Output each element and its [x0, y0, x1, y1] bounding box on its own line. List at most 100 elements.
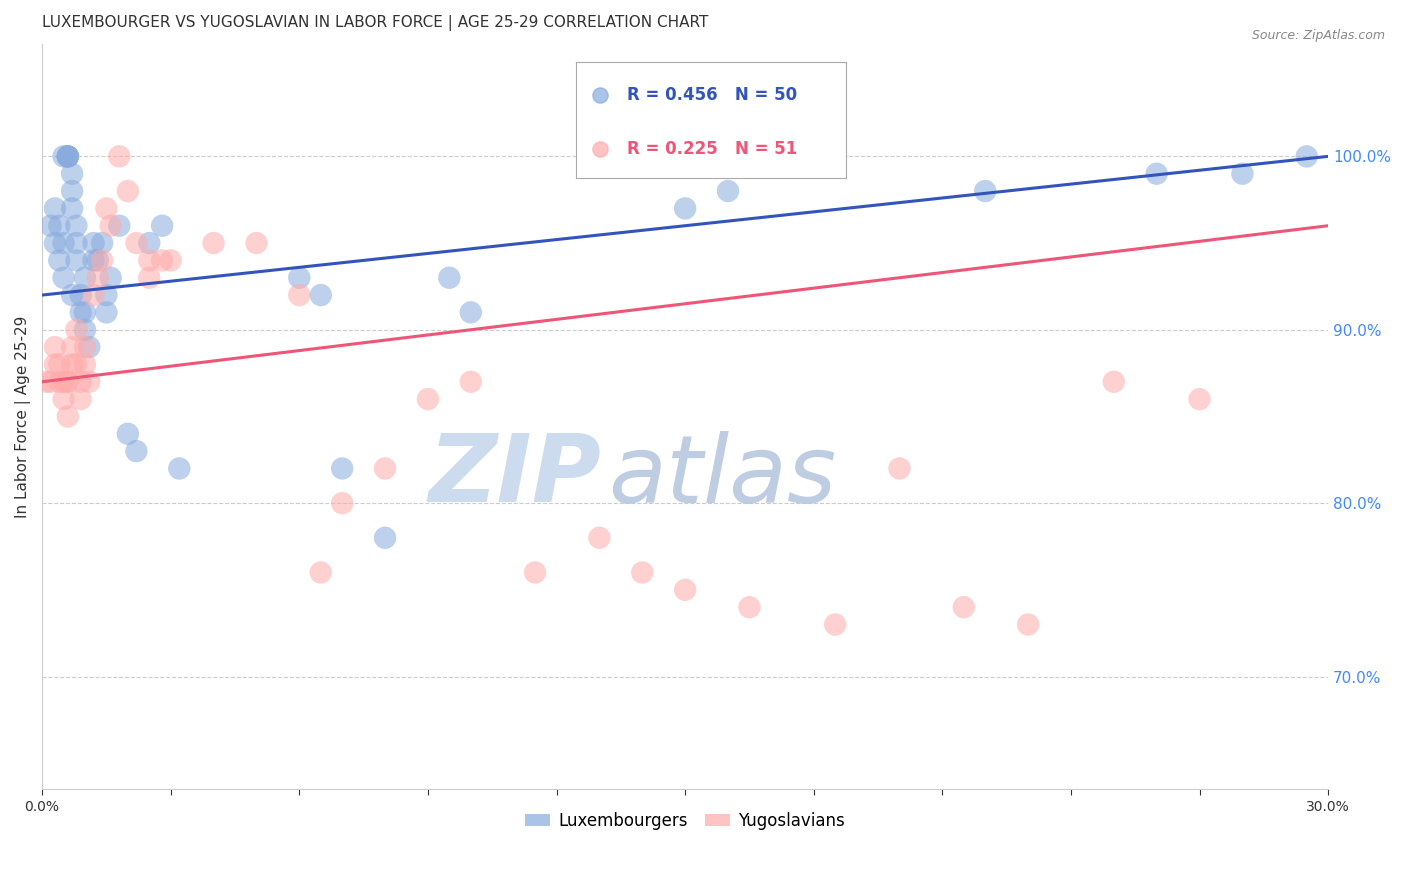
Point — [65, 358, 87, 372]
Point — [108, 219, 131, 233]
Point — [69, 392, 91, 406]
Point — [631, 566, 654, 580]
Point — [65, 323, 87, 337]
Legend: Luxembourgers, Yugoslavians: Luxembourgers, Yugoslavians — [519, 805, 852, 837]
Point — [202, 235, 225, 250]
Point — [60, 184, 83, 198]
Point — [56, 409, 79, 424]
Point — [56, 149, 79, 163]
Point — [138, 235, 160, 250]
Point — [96, 305, 118, 319]
Point — [588, 531, 610, 545]
Point — [83, 253, 105, 268]
Point — [460, 375, 482, 389]
Point — [889, 461, 911, 475]
Point — [330, 461, 353, 475]
Point — [60, 340, 83, 354]
Point — [44, 202, 66, 216]
Point — [35, 375, 58, 389]
Point — [1188, 392, 1211, 406]
Point — [91, 253, 114, 268]
Point — [100, 270, 122, 285]
Point — [96, 288, 118, 302]
Point — [65, 253, 87, 268]
Point — [374, 461, 396, 475]
Point — [1017, 617, 1039, 632]
Point — [150, 219, 173, 233]
Y-axis label: In Labor Force | Age 25-29: In Labor Force | Age 25-29 — [15, 315, 31, 517]
Point — [44, 340, 66, 354]
Point — [1232, 167, 1254, 181]
Point — [52, 235, 75, 250]
Point — [717, 184, 740, 198]
Point — [83, 235, 105, 250]
Point — [56, 149, 79, 163]
Point — [83, 288, 105, 302]
Point — [52, 270, 75, 285]
Point — [439, 270, 461, 285]
Point — [56, 375, 79, 389]
Point — [56, 149, 79, 163]
Point — [73, 358, 96, 372]
Point — [87, 270, 110, 285]
Point — [738, 600, 761, 615]
Point — [309, 566, 332, 580]
Point — [138, 270, 160, 285]
Point — [309, 288, 332, 302]
Point — [100, 219, 122, 233]
Point — [824, 617, 846, 632]
Point — [169, 461, 191, 475]
Point — [374, 531, 396, 545]
Point — [73, 270, 96, 285]
Point — [91, 235, 114, 250]
Point — [1146, 167, 1168, 181]
Point — [117, 426, 139, 441]
Text: LUXEMBOURGER VS YUGOSLAVIAN IN LABOR FORCE | AGE 25-29 CORRELATION CHART: LUXEMBOURGER VS YUGOSLAVIAN IN LABOR FOR… — [42, 15, 709, 31]
Point — [52, 149, 75, 163]
Point — [330, 496, 353, 510]
Point — [60, 358, 83, 372]
Point — [65, 219, 87, 233]
Point — [952, 600, 974, 615]
Point — [48, 219, 70, 233]
Point — [56, 375, 79, 389]
Point — [138, 253, 160, 268]
Point — [52, 375, 75, 389]
Point — [117, 184, 139, 198]
Point — [416, 392, 439, 406]
Point — [673, 582, 696, 597]
Point — [44, 358, 66, 372]
Point — [125, 235, 148, 250]
Point — [56, 149, 79, 163]
Point — [69, 288, 91, 302]
Point — [460, 305, 482, 319]
Point — [87, 253, 110, 268]
Point — [73, 323, 96, 337]
Point — [288, 288, 311, 302]
Point — [96, 202, 118, 216]
Point — [974, 184, 997, 198]
Point — [69, 305, 91, 319]
Point — [125, 444, 148, 458]
Point — [673, 202, 696, 216]
Point — [39, 375, 62, 389]
Point — [77, 340, 100, 354]
Point — [288, 270, 311, 285]
Point — [150, 253, 173, 268]
Point — [60, 202, 83, 216]
Point — [108, 149, 131, 163]
Text: atlas: atlas — [607, 431, 837, 522]
Point — [73, 305, 96, 319]
Point — [69, 375, 91, 389]
Point — [48, 375, 70, 389]
Point — [52, 392, 75, 406]
Point — [159, 253, 181, 268]
Point — [48, 253, 70, 268]
Point — [73, 340, 96, 354]
Point — [1295, 149, 1317, 163]
Point — [60, 167, 83, 181]
Point — [48, 358, 70, 372]
Point — [39, 219, 62, 233]
Text: Source: ZipAtlas.com: Source: ZipAtlas.com — [1251, 29, 1385, 43]
Point — [77, 375, 100, 389]
